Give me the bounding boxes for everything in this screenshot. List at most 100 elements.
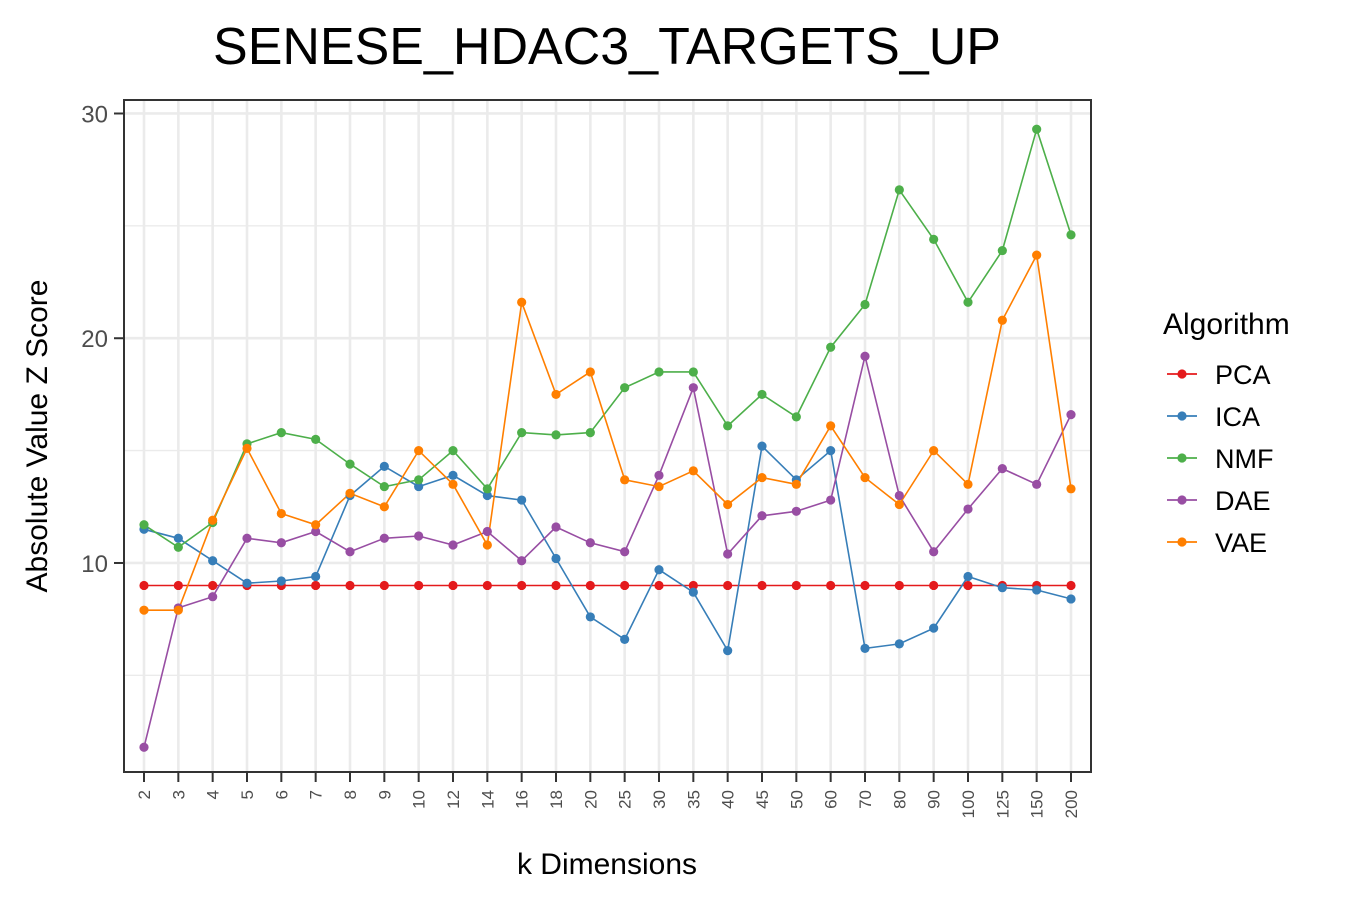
x-tick-label: 18 [547, 790, 566, 809]
data-point-vae [1066, 484, 1076, 494]
data-point-pca [1066, 580, 1076, 591]
data-point-ica [997, 583, 1007, 593]
data-point-pca [860, 580, 870, 591]
legend-label: NMF [1215, 444, 1273, 474]
data-point-vae [551, 389, 561, 400]
data-point-dae [379, 533, 389, 543]
series-line-vae [144, 252, 1072, 611]
x-tick-label: 14 [478, 790, 497, 809]
data-point-dae [963, 504, 973, 514]
data-point-dae [276, 538, 286, 548]
data-point-pca [414, 580, 424, 591]
data-point-pca [826, 580, 836, 591]
data-point-vae [757, 472, 767, 483]
data-point-vae [826, 421, 836, 431]
data-point-pca [620, 580, 630, 591]
x-tick-label: 4 [204, 790, 223, 799]
data-point-pca [345, 580, 355, 591]
data-point-pca [894, 580, 904, 591]
data-point-vae [311, 520, 321, 530]
legend: Algorithm PCA ICA NMF DAE VAE [1163, 308, 1290, 558]
data-point-ica [414, 481, 424, 492]
data-point-ica [1032, 585, 1042, 595]
data-point-pca [448, 580, 458, 591]
data-point-pca [551, 580, 561, 591]
legend-key-point [1177, 453, 1187, 463]
data-point-nmf [551, 430, 561, 440]
data-point-nmf [1032, 124, 1042, 134]
x-tick-label: 9 [375, 790, 394, 799]
data-point-ica [173, 533, 183, 543]
data-point-ica [654, 565, 664, 575]
data-point-dae [1032, 479, 1042, 489]
data-point-dae [757, 511, 767, 521]
legend-key-point [1177, 495, 1187, 505]
series-line-dae [143, 356, 1072, 748]
legend-label: PCA [1215, 360, 1271, 390]
legend-item-dae: DAE [1167, 486, 1271, 516]
data-point-nmf [139, 520, 149, 530]
legend-items: PCA ICA NMF DAE VAE [1167, 360, 1273, 558]
y-tick-label: 20 [81, 326, 108, 353]
data-point-nmf [654, 367, 664, 377]
data-point-nmf [276, 428, 286, 438]
data-point-ica [379, 461, 389, 471]
data-point-vae [654, 481, 664, 492]
data-point-vae [414, 446, 424, 456]
data-point-nmf [585, 428, 595, 438]
data-point-pca [517, 580, 527, 591]
series-line-ica [143, 444, 1072, 653]
data-point-dae [997, 463, 1007, 474]
data-point-pca [139, 580, 149, 591]
x-tick-label: 150 [1028, 790, 1047, 818]
data-point-vae [620, 475, 630, 485]
data-point-nmf [345, 459, 355, 469]
data-point-nmf [688, 367, 698, 377]
data-point-ica [242, 578, 252, 588]
data-point-pca [311, 580, 321, 591]
x-tick-label: 45 [753, 790, 772, 809]
x-tick-label: 5 [238, 790, 257, 799]
data-point-ica [1066, 594, 1076, 604]
data-point-dae [208, 592, 218, 602]
data-point-dae [929, 547, 939, 557]
data-point-vae [997, 315, 1007, 325]
data-point-nmf [997, 245, 1007, 256]
plot-panel-border [123, 99, 1092, 773]
data-point-pca [379, 580, 389, 591]
data-point-vae [448, 479, 458, 489]
data-point-vae [379, 502, 389, 512]
data-point-vae [791, 479, 801, 489]
data-point-vae [276, 508, 286, 519]
x-tick-label: 70 [856, 790, 875, 809]
data-point-dae [448, 540, 458, 550]
data-point-nmf [929, 234, 939, 244]
data-point-nmf [791, 412, 801, 422]
data-point-vae [517, 297, 527, 307]
data-point-vae [139, 605, 149, 615]
data-point-ica [826, 446, 836, 456]
data-point-nmf [620, 383, 630, 393]
data-point-pca [757, 580, 767, 591]
data-point-ica [757, 441, 767, 451]
x-tick-label: 50 [787, 790, 806, 809]
data-point-dae [791, 506, 801, 516]
data-point-nmf [173, 542, 183, 552]
x-tick-label: 16 [513, 790, 532, 809]
data-point-nmf [757, 389, 767, 400]
data-point-nmf [963, 297, 973, 307]
x-tick-label: 200 [1062, 790, 1081, 818]
x-tick-label: 20 [581, 790, 600, 809]
x-tick-label: 60 [822, 790, 841, 809]
legend-label: VAE [1215, 528, 1267, 558]
data-point-ica [551, 553, 561, 564]
data-point-dae [585, 538, 595, 548]
data-point-dae [345, 547, 355, 557]
data-point-nmf [517, 428, 527, 438]
data-point-ica [860, 643, 870, 653]
x-tick-label: 7 [307, 790, 326, 799]
data-point-nmf [860, 299, 870, 310]
data-point-vae [723, 499, 733, 510]
